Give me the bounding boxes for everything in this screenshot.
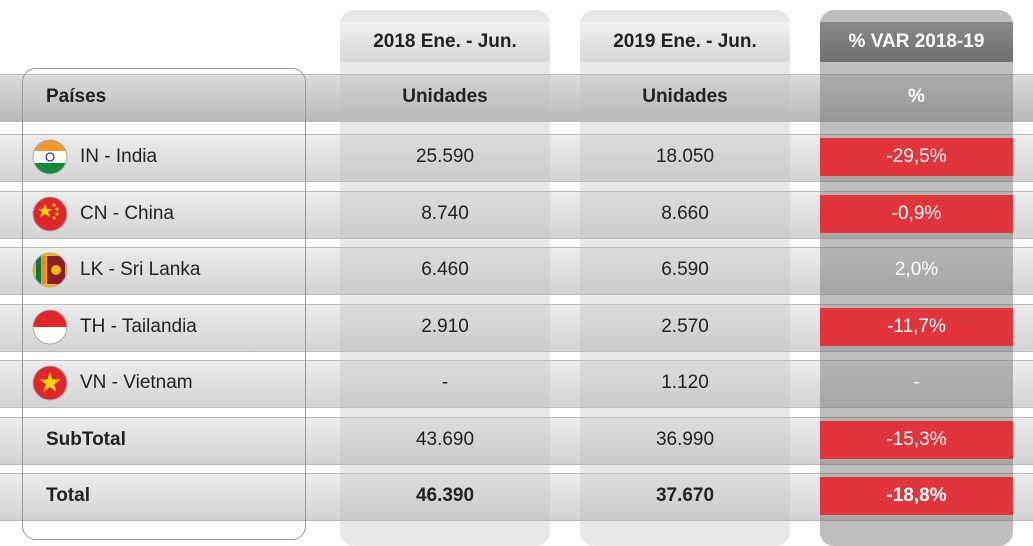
row-band [0, 247, 1033, 295]
table-cell: 1.120 [661, 372, 709, 393]
flag-china [32, 196, 68, 232]
table-cell: -18,8% [820, 477, 1013, 515]
column-header: 2019 Ene. - Jun. [580, 22, 790, 62]
table-cell: 36.990 [655, 429, 715, 450]
column-shade [340, 10, 550, 546]
table-cell: CN - China [80, 203, 174, 224]
table-cell: Total [46, 485, 90, 506]
table-cell: 25.590 [415, 146, 475, 167]
header-cell: Unidades [642, 86, 728, 107]
table-cell: LK - Sri Lanka [80, 259, 201, 280]
column-header: % VAR 2018-19 [820, 22, 1013, 62]
row-band [0, 360, 1033, 408]
table-cell: 6.460 [421, 259, 469, 280]
flag-vietnam [32, 365, 68, 401]
table-cell: TH - Tailandia [80, 316, 197, 337]
table-cell: 18.050 [655, 146, 715, 167]
table-cell: -29,5% [820, 138, 1013, 176]
header-band [0, 74, 1033, 122]
header-cell: Unidades [402, 86, 488, 107]
table-cell: IN - India [80, 146, 158, 167]
table-cell: -0,9% [820, 195, 1013, 233]
flag-thailand [32, 309, 68, 345]
flag-india [32, 139, 68, 175]
header-cell: Países [46, 86, 107, 107]
table-cell: - [913, 372, 920, 393]
page: 2018 Ene. - Jun. 2019 Ene. - Jun. % VAR … [0, 10, 1033, 546]
table-cell: 2.910 [421, 316, 469, 337]
table-cell: 46.390 [415, 485, 475, 506]
table-cell: 8.740 [421, 203, 469, 224]
table-cell: 43.690 [415, 429, 475, 450]
header-cell: % [908, 86, 925, 107]
table-cell: 2,0% [894, 259, 939, 280]
table-cell: - [441, 372, 449, 393]
table-cell: 8.660 [661, 203, 709, 224]
table-cell: 6.590 [661, 259, 709, 280]
flag-srilanka [32, 252, 68, 288]
table-cell: 37.670 [655, 485, 715, 506]
column-shade [580, 10, 790, 546]
table-cell: SubTotal [46, 429, 126, 450]
table-cell: -15,3% [820, 421, 1013, 459]
table-cell: -11,7% [820, 308, 1013, 346]
table-cell: VN - Vietnam [80, 372, 193, 393]
column-header: 2018 Ene. - Jun. [340, 22, 550, 62]
table-cell: 2.570 [661, 316, 709, 337]
